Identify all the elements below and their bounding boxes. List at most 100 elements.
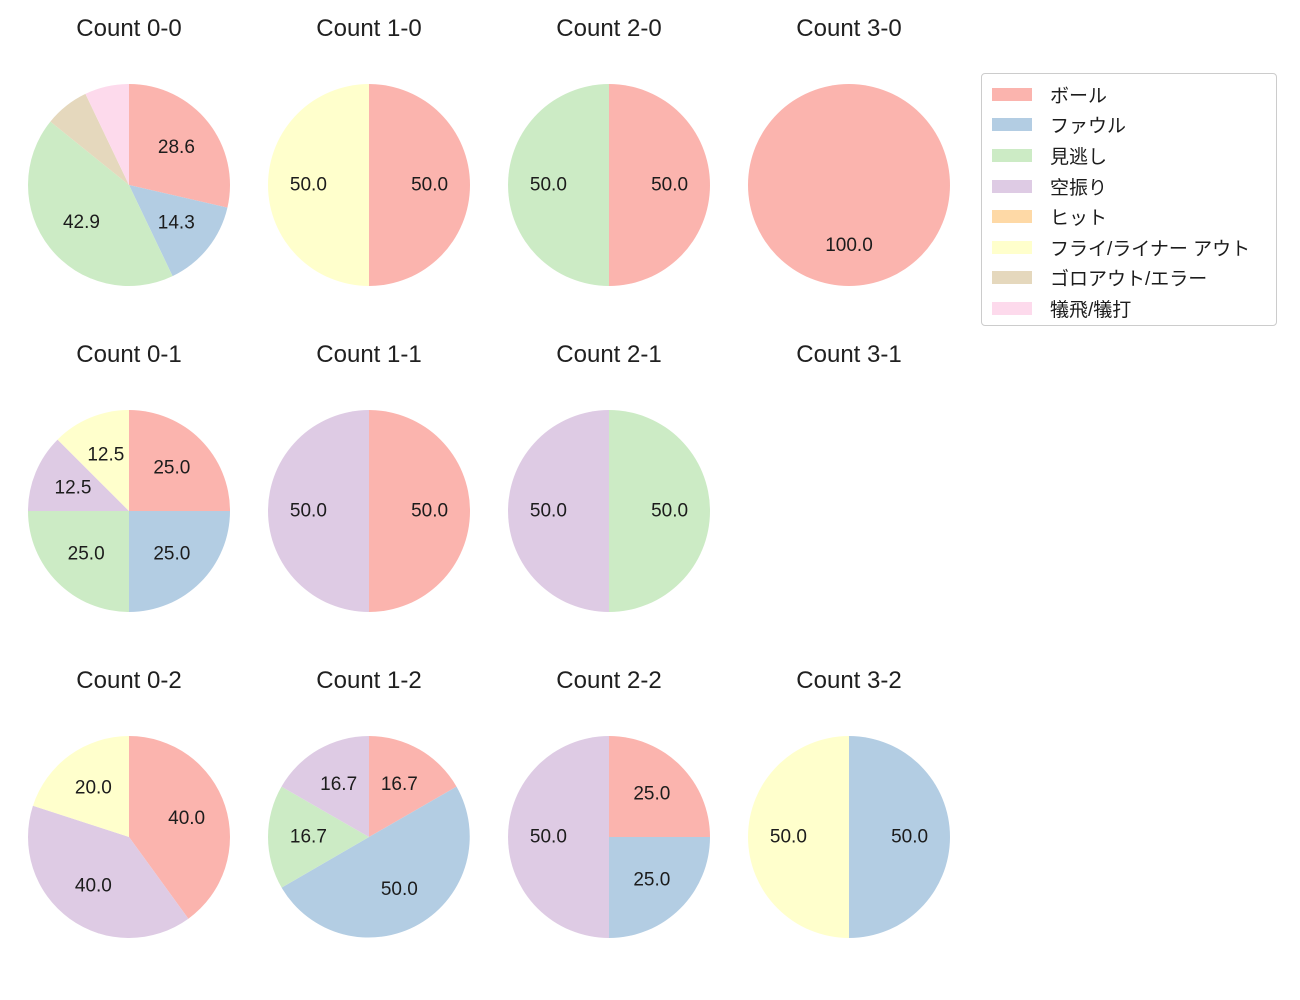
chart-title: Count 3-1: [796, 341, 902, 368]
legend-label: 見逃し: [1050, 146, 1108, 168]
pie-percent-label: 50.0: [530, 827, 567, 848]
pie-slice-swinging-strike: [268, 410, 369, 612]
pie-percent-label: 40.0: [75, 876, 112, 897]
subplot-count-2-0: Count 2-0 50.0 50.0: [489, 15, 729, 325]
pie-slice-ball: [609, 736, 710, 837]
pie-percent-label: 50.0: [651, 501, 688, 522]
legend-label: ファウル: [1050, 116, 1127, 138]
pie-slice-ball: [129, 410, 230, 511]
legend-item-sac-fly-sac-bunt: 犠飛/犠打: [992, 293, 1268, 324]
pie-percent-label: 12.5: [55, 477, 92, 498]
pie-slice-sac-fly-sac-bunt: [85, 84, 129, 185]
legend-item-foul: ファウル: [992, 110, 1268, 141]
pie-slice-foul: [849, 736, 950, 938]
pie-slice-called-strike: [268, 786, 369, 888]
pie-slice-ball: [129, 736, 231, 919]
legend-swatch-hit: [992, 210, 1032, 224]
pie-chart-count-1-0: 50.0 50.0: [268, 84, 470, 286]
pie-slice-fly-liner-out: [268, 84, 369, 286]
pie-slice-ground-out-error: [50, 93, 129, 185]
pie-slice-ball: [129, 84, 231, 208]
pie-slice-called-strike: [609, 410, 710, 612]
legend-label: ゴロアウト/エラー: [1050, 269, 1208, 291]
pie-percent-label: 12.5: [87, 445, 124, 466]
legend: ボール ファウル 見逃し 空振り ヒット フライ/ライナー アウト ゴロアウト/エラー 犠飛/…: [981, 73, 1277, 326]
legend-item-ground-out-error: ゴロアウト/エラー: [992, 263, 1268, 294]
subplot-count-2-1: Count 2-1 50.0 50.0: [489, 341, 729, 651]
legend-label: ヒット: [1050, 208, 1108, 230]
pie-chart-count-3-0: 100.0: [748, 84, 950, 286]
pie-chart-count-3-1: [748, 410, 950, 612]
pie-slice-ball: [609, 84, 710, 286]
pie-slice-foul: [609, 837, 710, 938]
pie-chart-count-3-2: 50.0 50.0: [748, 736, 950, 938]
pie-percent-label: 16.7: [381, 774, 418, 795]
subplot-count-3-1: Count 3-1: [729, 341, 969, 651]
pie-slice-swinging-strike: [508, 736, 609, 938]
pie-percent-label: 42.9: [63, 212, 100, 233]
pie-chart-count-2-1: 50.0 50.0: [508, 410, 710, 612]
chart-title: Count 0-1: [76, 341, 182, 368]
pie-percent-label: 40.0: [168, 808, 205, 829]
chart-title: Count 1-2: [316, 667, 422, 694]
pie-percent-label: 25.0: [633, 784, 670, 805]
pie-percent-label: 25.0: [68, 543, 105, 564]
pie-percent-label: 16.7: [320, 774, 357, 795]
pie-chart-count-0-2: 40.0 40.0 20.0: [27, 736, 231, 939]
pie-slice-foul: [129, 511, 230, 612]
pie-slice-foul: [129, 185, 228, 277]
legend-label: フライ/ライナー アウト: [1050, 238, 1251, 260]
legend-swatch-fly-liner-out: [992, 240, 1032, 254]
chart-title: Count 1-1: [316, 341, 422, 368]
pie-slice-called-strike: [27, 121, 173, 287]
pie-slice-ball: [369, 736, 457, 837]
pie-percent-label: 50.0: [651, 175, 688, 196]
pie-slice-foul: [281, 786, 470, 938]
chart-title: Count 2-2: [556, 667, 662, 694]
pie-percent-label: 28.6: [158, 137, 195, 158]
subplot-count-1-1: Count 1-1 50.0 50.0: [249, 341, 489, 651]
pie-slice-called-strike: [508, 84, 609, 286]
legend-label: 犠飛/犠打: [1050, 299, 1132, 321]
chart-title: Count 2-1: [556, 341, 662, 368]
legend-swatch-swinging-strike: [992, 179, 1032, 193]
pie-chart-count-0-0: 28.6 14.3 42.9: [27, 84, 231, 287]
chart-title: Count 0-0: [76, 15, 182, 42]
chart-title: Count 2-0: [556, 15, 662, 42]
pie-percent-label: 50.0: [411, 175, 448, 196]
subplot-count-2-2: Count 2-2 25.0 25.0 50.0: [489, 667, 729, 977]
subplot-count-0-2: Count 0-2 40.0 40.0 20.0: [9, 667, 249, 977]
legend-items: ボール ファウル 見逃し 空振り ヒット フライ/ライナー アウト ゴロアウト/エラー 犠飛/…: [992, 79, 1268, 324]
pie-percent-label: 50.0: [411, 501, 448, 522]
pie-slice-called-strike: [28, 511, 129, 612]
pie-slice-swinging-strike: [508, 410, 609, 612]
pie-slice-ball: [748, 84, 950, 286]
legend-swatch-ball: [992, 87, 1032, 101]
chart-title: Count 0-2: [76, 667, 182, 694]
pie-percent-label: 50.0: [530, 501, 567, 522]
pie-percent-label: 25.0: [153, 543, 190, 564]
subplot-count-3-2: Count 3-2 50.0 50.0: [729, 667, 969, 977]
subplot-count-1-2: Count 1-2 16.7 50.0 16.7 16.7: [249, 667, 489, 977]
legend-item-ball: ボール: [992, 79, 1268, 110]
pie-percent-label: 50.0: [381, 879, 418, 900]
pie-percent-label: 50.0: [530, 175, 567, 196]
pie-percent-label: 25.0: [633, 869, 670, 890]
legend-swatch-ground-out-error: [992, 271, 1032, 285]
legend-swatch-sac-fly-sac-bunt: [992, 301, 1032, 315]
subplot-count-3-0: Count 3-0 100.0: [729, 15, 969, 325]
chart-title: Count 3-2: [796, 667, 902, 694]
legend-item-called-strike: 見逃し: [992, 140, 1268, 171]
pie-chart-count-0-1: 25.0 25.0 25.0 12.5 12.5: [28, 410, 230, 612]
pie-slice-swinging-strike: [281, 736, 369, 837]
legend-label: ボール: [1050, 85, 1108, 107]
legend-item-hit: ヒット: [992, 201, 1268, 232]
pie-percent-label: 50.0: [770, 827, 807, 848]
pie-percent-label: 16.7: [290, 827, 327, 848]
pie-slice-fly-liner-out: [748, 736, 849, 938]
pie-percent-label: 14.3: [158, 212, 195, 233]
pie-chart-count-1-2: 16.7 50.0 16.7 16.7: [268, 736, 470, 938]
subplot-count-0-0: Count 0-0 28.6 14.3 42.9: [9, 15, 249, 325]
pie-chart-count-1-1: 50.0 50.0: [268, 410, 470, 612]
